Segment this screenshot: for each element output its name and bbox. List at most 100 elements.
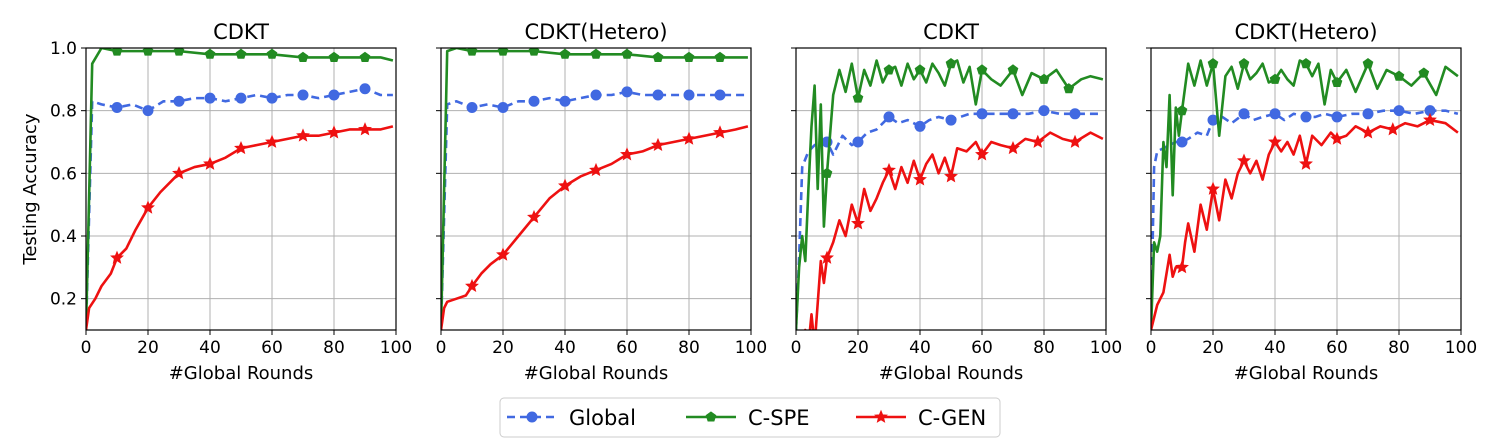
data-point-c-gen bbox=[713, 125, 727, 139]
data-point-c-spe bbox=[559, 48, 571, 59]
data-point-c-gen bbox=[1030, 134, 1045, 148]
x-tick-label: 60 bbox=[616, 338, 638, 358]
x-tick-label: 20 bbox=[492, 338, 514, 358]
data-point-c-spe bbox=[652, 51, 664, 62]
x-tick-label: 100 bbox=[735, 338, 767, 358]
x-tick-label: 20 bbox=[137, 338, 159, 358]
data-point-c-gen bbox=[265, 134, 279, 148]
data-point-c-spe bbox=[111, 48, 123, 56]
legend-label: Global bbox=[569, 406, 636, 430]
x-tick-label: 40 bbox=[199, 338, 221, 358]
legend: Global C-SPE C-GEN bbox=[499, 397, 1001, 438]
axes-frame bbox=[85, 47, 397, 331]
data-point-c-gen bbox=[882, 162, 896, 177]
data-point-c-gen bbox=[1206, 181, 1220, 195]
legend-label: C-GEN bbox=[918, 406, 986, 430]
data-point-c-spe bbox=[883, 64, 895, 75]
series-group bbox=[796, 58, 1104, 330]
data-point-c-spe bbox=[1007, 64, 1019, 75]
data-point-c-spe bbox=[359, 51, 371, 62]
data-point-global bbox=[621, 86, 633, 98]
series-group bbox=[1151, 58, 1459, 330]
x-tick-label: 40 bbox=[554, 338, 576, 358]
axes-frame bbox=[795, 47, 1107, 331]
data-point-c-gen bbox=[141, 200, 155, 214]
data-point-c-gen bbox=[1361, 125, 1375, 139]
x-tick-label: 0 bbox=[436, 338, 447, 358]
x-tick-label: 80 bbox=[323, 338, 345, 358]
x-tick-label: 100 bbox=[380, 338, 412, 358]
data-point-c-spe bbox=[1038, 73, 1050, 84]
data-point-c-gen bbox=[1237, 153, 1251, 167]
data-point-c-gen bbox=[203, 156, 217, 170]
data-point-c-gen bbox=[944, 169, 958, 183]
data-point-c-spe bbox=[714, 51, 726, 62]
y-tick-label: 0.6 bbox=[50, 164, 77, 184]
x-tick-label: 60 bbox=[971, 338, 993, 358]
data-point-global bbox=[297, 89, 309, 101]
data-point-global bbox=[976, 108, 988, 120]
legend-label: C-SPE bbox=[748, 406, 810, 430]
data-point-c-gen bbox=[465, 278, 479, 293]
data-point-c-spe bbox=[497, 48, 509, 56]
panel-2: 0 20 40 60 80 100 CDKT(Hetero) #Global Rounds bbox=[436, 20, 768, 384]
data-point-global bbox=[1069, 108, 1081, 120]
data-point-c-spe bbox=[821, 167, 833, 178]
data-point-c-spe bbox=[1207, 58, 1219, 69]
panels: 0 20 40 60 80 100 0.2 0.4 0.6 0.8 1.0 CDKT #Global R… bbox=[20, 20, 1477, 384]
data-point-c-gen bbox=[1423, 112, 1437, 126]
legend-frame bbox=[499, 397, 1001, 438]
data-point-global bbox=[466, 102, 478, 114]
panel-4: 0 20 40 60 80 100 CDKT(Hetero) #Global Rounds bbox=[1146, 20, 1478, 384]
data-point-c-gen bbox=[1068, 134, 1082, 148]
data-point-global bbox=[328, 89, 340, 101]
x-tick-label: 60 bbox=[1326, 338, 1348, 358]
data-point-global bbox=[945, 114, 957, 126]
data-point-global bbox=[883, 111, 895, 123]
panel-1: 0 20 40 60 80 100 0.2 0.4 0.6 0.8 1.0 CDKT #Global R… bbox=[20, 20, 412, 384]
data-point-c-spe bbox=[1331, 76, 1343, 88]
data-point-global bbox=[1038, 105, 1050, 117]
data-point-c-spe bbox=[945, 58, 957, 69]
data-point-global bbox=[1362, 108, 1374, 120]
x-tick-label: 20 bbox=[1202, 338, 1224, 358]
legend-entry-c-spe: C-SPE bbox=[686, 406, 810, 430]
y-tick-label: 1.0 bbox=[50, 39, 77, 59]
x-axis-label: #Global Rounds bbox=[169, 363, 314, 384]
data-point-c-gen bbox=[651, 137, 665, 152]
series-line-c-spe bbox=[1151, 59, 1459, 330]
data-point-global bbox=[714, 89, 726, 101]
x-axis-label: #Global Rounds bbox=[524, 363, 669, 384]
data-point-c-spe bbox=[1362, 58, 1374, 69]
series-line-global bbox=[441, 90, 748, 330]
x-tick-label: 100 bbox=[1090, 338, 1122, 358]
data-point-c-gen bbox=[327, 125, 341, 139]
data-point-c-spe bbox=[621, 48, 633, 59]
y-tick-label: 0.2 bbox=[50, 290, 77, 310]
data-point-c-gen bbox=[682, 131, 696, 145]
data-point-global bbox=[852, 136, 864, 148]
data-point-c-gen bbox=[913, 172, 927, 186]
x-tick-label: 20 bbox=[847, 338, 869, 358]
data-point-global bbox=[142, 105, 154, 117]
legend-entries: Global C-SPE C-GEN bbox=[507, 406, 986, 430]
data-point-global bbox=[266, 92, 278, 104]
data-point-c-gen bbox=[110, 250, 124, 264]
x-tick-label: 40 bbox=[909, 338, 931, 358]
data-point-global bbox=[528, 95, 540, 107]
plot-area bbox=[86, 48, 396, 330]
data-point-c-gen bbox=[558, 178, 572, 192]
plot-area bbox=[1151, 48, 1461, 330]
data-point-global bbox=[683, 89, 695, 101]
data-point-c-gen bbox=[1268, 134, 1282, 148]
x-axis-label: #Global Rounds bbox=[879, 363, 1024, 384]
data-point-global bbox=[173, 95, 185, 107]
data-point-c-spe bbox=[142, 48, 154, 56]
data-point-c-gen bbox=[1006, 140, 1020, 155]
data-point-c-spe bbox=[914, 64, 926, 75]
data-point-c-spe bbox=[852, 92, 864, 103]
x-tick-label: 80 bbox=[1388, 338, 1410, 358]
y-axis-label: Testing Accuracy bbox=[20, 113, 41, 266]
data-point-global bbox=[1269, 108, 1281, 120]
